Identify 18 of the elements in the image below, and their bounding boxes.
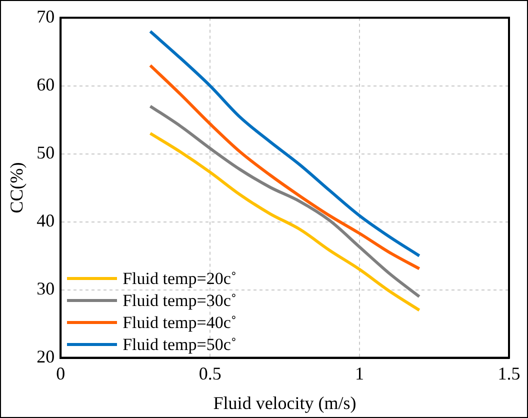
x-tick-label: 1.5: [498, 363, 520, 384]
y-tick-label: 50: [36, 142, 55, 163]
line-series: [148, 30, 421, 258]
y-tick-label: 40: [36, 210, 55, 231]
x-tick-label: 1: [355, 363, 364, 384]
x-axis-title: Fluid velocity (m/s): [213, 392, 356, 413]
legend-label: Fluid temp=30c˚: [122, 290, 237, 311]
y-tick-label: 70: [36, 6, 55, 27]
legend-label: Fluid temp=50c˚: [122, 334, 237, 355]
legend-label: Fluid temp=40c˚: [122, 312, 237, 333]
x-tick-label: 0.5: [198, 363, 222, 384]
y-tick-label: 30: [36, 278, 55, 299]
x-tick-label: 0: [56, 363, 66, 384]
line-series: [148, 64, 421, 270]
legend-label: Fluid temp=20c˚: [122, 268, 237, 289]
y-tick-label: 60: [36, 74, 55, 95]
y-axis-title: CC(%): [6, 162, 27, 214]
y-tick-label: 20: [36, 346, 55, 367]
